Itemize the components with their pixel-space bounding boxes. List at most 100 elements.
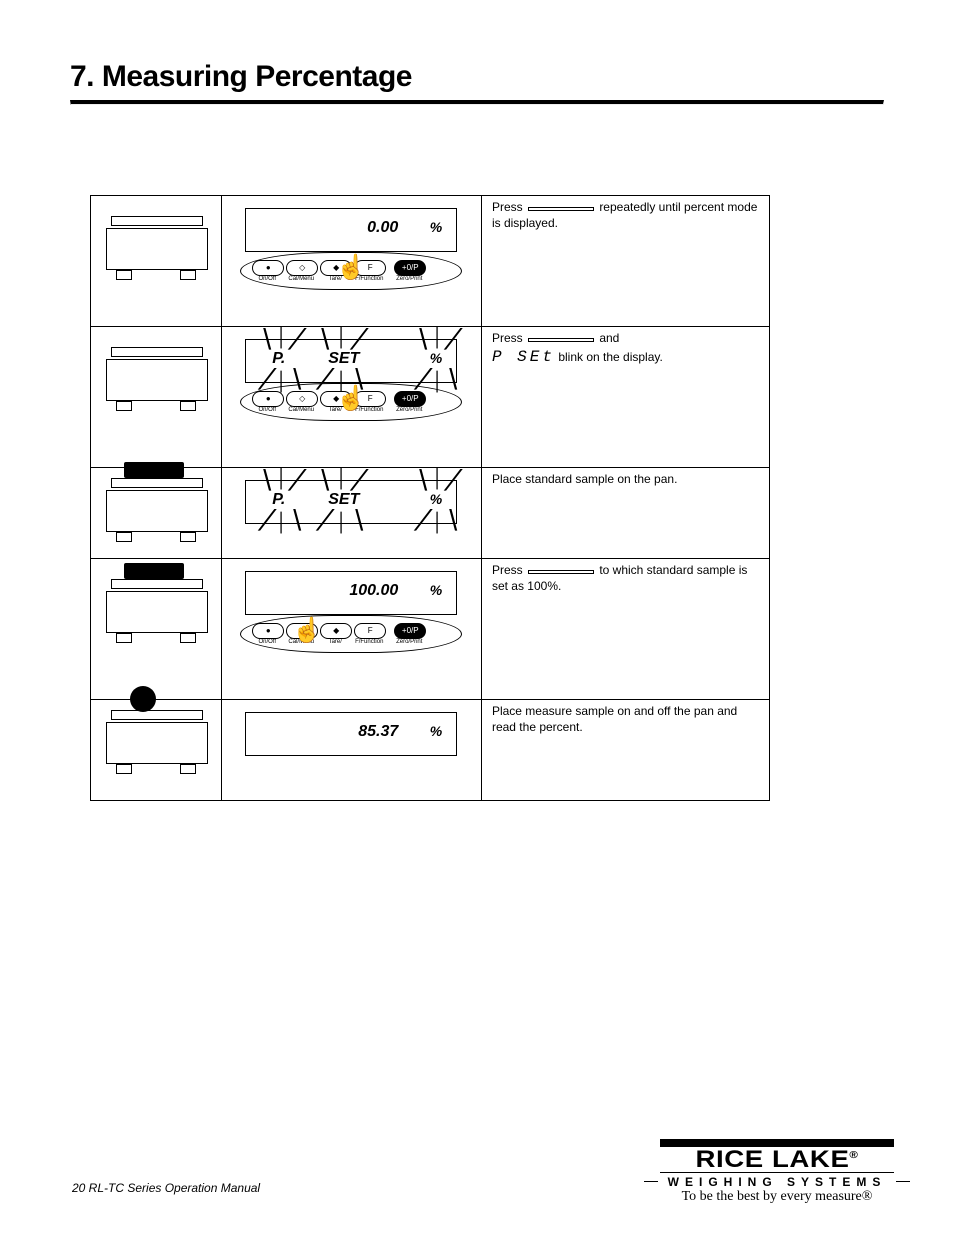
blink-mark: ╱ (290, 330, 301, 348)
seven-segment-text: P SEt (492, 348, 555, 366)
brand-subline: WEIGHING SYSTEMS (660, 1172, 894, 1189)
lcd-percent: % (430, 723, 442, 739)
blink-mark: ╱ (260, 370, 271, 388)
key-onoff: ● (252, 391, 284, 407)
hand-pointer-icon: ☝ (336, 256, 366, 280)
hand-pointer-icon: ☝ (336, 387, 366, 411)
key-reference (528, 207, 594, 211)
blink-mark: │ (432, 513, 443, 531)
page-number: 20 RL-TC Series Operation Manual (72, 1181, 260, 1195)
sample-on-pan-icon (130, 686, 156, 712)
key-reference (528, 338, 594, 342)
instruction-text: Place standard sample on the pan. (482, 468, 769, 492)
key-label: On/Off (252, 407, 282, 413)
blink-mark: ╱ (352, 330, 363, 348)
key-label: Zero/Print (394, 639, 424, 645)
blink-mark: ╲ (290, 511, 301, 529)
blink-mark: ╱ (446, 330, 457, 348)
blink-mark: ╲ (260, 471, 271, 489)
sample-on-pan-icon (124, 563, 184, 579)
brand-name: RICE LAKE (696, 1146, 850, 1173)
lcd-set-indicator: SET (328, 350, 359, 368)
lcd-set-indicator: SET (328, 491, 359, 509)
key-label: Cal/Menu (286, 407, 316, 413)
section-title: 7. Measuring Percentage (70, 60, 884, 94)
lcd-value: 85.37 (358, 723, 398, 741)
title-rule (70, 100, 884, 105)
display-panel: 100.00 % ● ◇ ◆ F +0/P On/Off Cal/Menu Ta… (241, 571, 461, 647)
brand-logo: RICE LAKE® WEIGHING SYSTEMS To be the be… (660, 1139, 894, 1205)
instruction-text: Place measure sample on and off the pan … (482, 700, 769, 739)
blink-mark: ╲ (260, 330, 271, 348)
scale-graphic (106, 710, 206, 790)
key-onoff: ● (252, 623, 284, 639)
lcd-p-indicator: P. (272, 350, 285, 368)
blink-mark: ╱ (416, 511, 427, 529)
keypad: ● ◇ ◆ F +0/P On/Off Cal/Menu Tare/ F/Fun… (246, 619, 456, 647)
key-reference (528, 570, 594, 574)
page-footer: 20 RL-TC Series Operation Manual RICE LA… (70, 1125, 894, 1205)
blink-mark: │ (432, 328, 443, 346)
blink-mark: ╲ (318, 471, 329, 489)
lcd-percent: % (430, 219, 442, 235)
table-row: 100.00 % ● ◇ ◆ F +0/P On/Off Cal/Menu Ta… (91, 559, 770, 700)
key-tare: ◆ (320, 623, 352, 639)
instruction-text: Press to which standard sample is set as… (482, 559, 769, 598)
key-label: On/Off (252, 276, 282, 282)
lcd-percent: % (430, 491, 442, 507)
lcd-value: 100.00 (349, 582, 398, 600)
scale-graphic (106, 347, 206, 427)
blink-mark: ╱ (318, 511, 329, 529)
registered-icon: ® (849, 1150, 858, 1161)
table-row: P. SET % ╲ │ ╱ ╲ │ ╱ ╲ │ ╱ ╱ │ ╲ (91, 468, 770, 559)
blink-mark: ╱ (446, 471, 457, 489)
display-panel: P. SET % ╲ │ ╱ ╲ │ ╱ ╲ │ ╱ ╱ │ ╲ (241, 480, 461, 524)
key-cal: ◇ (286, 391, 318, 407)
blink-mark: │ (432, 469, 443, 487)
instruction-text: Press repeatedly until percent mode is d… (482, 196, 769, 235)
blink-mark: ╱ (352, 471, 363, 489)
blink-mark: │ (336, 513, 347, 531)
hand-pointer-icon: ☝ (292, 619, 322, 643)
key-f: F (354, 623, 386, 639)
scale-graphic (106, 478, 206, 558)
key-label: Tare/ (320, 639, 350, 645)
key-onoff: ● (252, 260, 284, 276)
blink-mark: ╲ (416, 471, 427, 489)
lcd-p-indicator: P. (272, 491, 285, 509)
lcd-percent: % (430, 350, 442, 366)
blink-mark: ╱ (260, 511, 271, 529)
blink-mark: │ (336, 469, 347, 487)
key-setprint: +0/P (394, 623, 426, 639)
blink-mark: │ (276, 513, 287, 531)
scale-graphic (106, 579, 206, 659)
key-label: On/Off (252, 639, 282, 645)
table-row: 0.00 % ● ◇ ◆ F +0/P On/Off Cal/Menu Tare… (91, 196, 770, 327)
blink-mark: ╱ (290, 471, 301, 489)
scale-graphic (106, 216, 206, 296)
blink-mark: ╲ (446, 370, 457, 388)
display-panel: P. SET % ╲ │ ╱ ╲ │ ╱ ╲ │ ╱ ╱ │ (241, 339, 461, 415)
key-cal: ◇ (286, 260, 318, 276)
blink-mark: ╲ (318, 330, 329, 348)
blink-mark: │ (336, 328, 347, 346)
key-label: Zero/Print (394, 407, 424, 413)
table-row: 85.37 % Place measure sample on and off … (91, 700, 770, 801)
instruction-text: Press and P SEt blink on the display. (482, 327, 769, 371)
blink-mark: │ (276, 328, 287, 346)
display-panel: 85.37 % (241, 712, 461, 756)
blink-mark: ╲ (416, 330, 427, 348)
table-row: P. SET % ╲ │ ╱ ╲ │ ╱ ╲ │ ╱ ╱ │ (91, 327, 770, 468)
key-setprint: +0/P (394, 391, 426, 407)
key-setprint: +0/P (394, 260, 426, 276)
key-label: Cal/Menu (286, 276, 316, 282)
sample-on-pan-icon (124, 462, 184, 478)
blink-mark: │ (276, 469, 287, 487)
lcd-percent: % (430, 582, 442, 598)
display-panel: 0.00 % ● ◇ ◆ F +0/P On/Off Cal/Menu Tare… (241, 208, 461, 284)
key-label: Zero/Print (394, 276, 424, 282)
blink-mark: ╲ (352, 511, 363, 529)
brand-tagline: To be the best by every measure® (660, 1189, 894, 1205)
lcd-value: 0.00 (367, 219, 398, 237)
procedure-table: 0.00 % ● ◇ ◆ F +0/P On/Off Cal/Menu Tare… (90, 195, 770, 801)
